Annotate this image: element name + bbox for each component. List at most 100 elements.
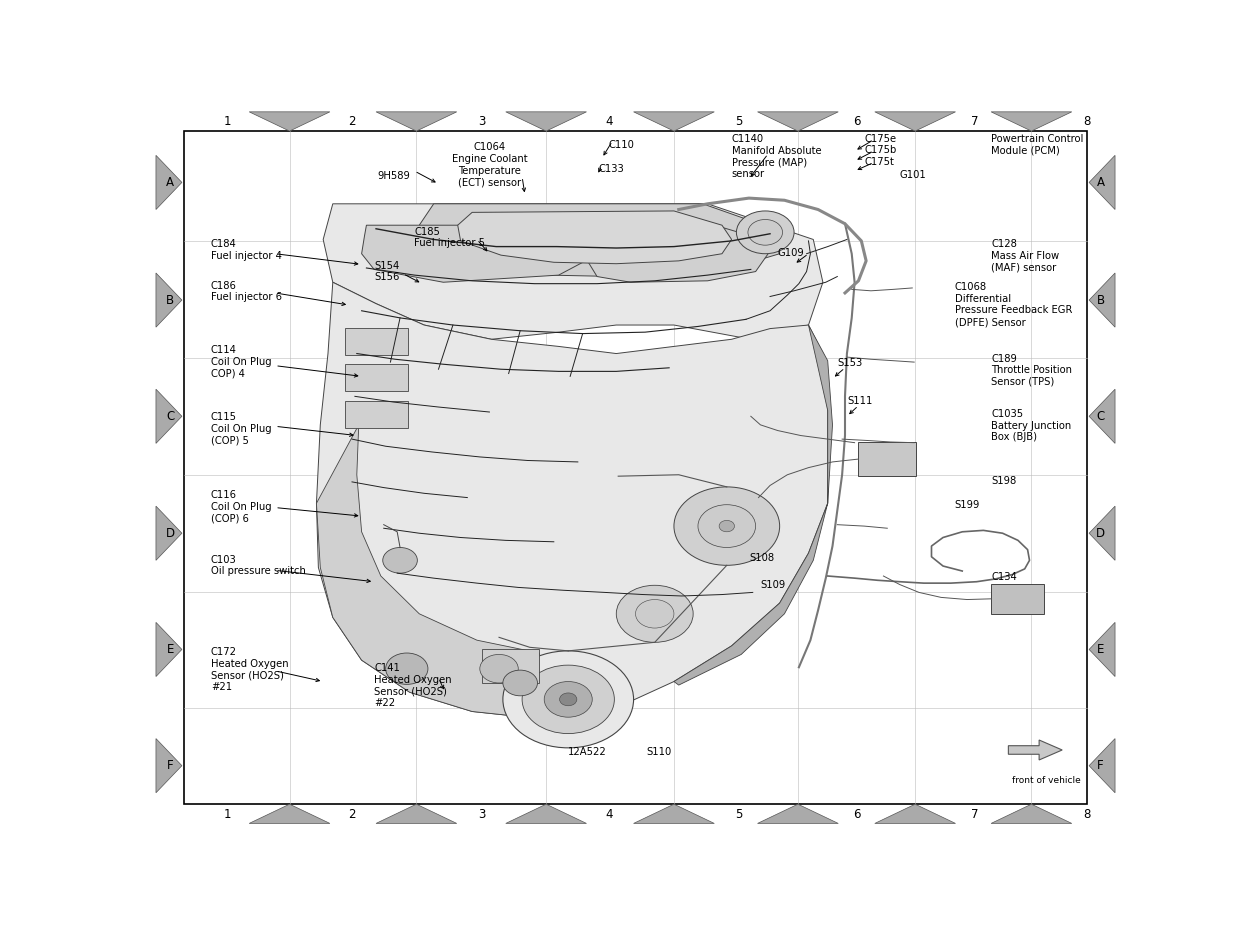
Circle shape	[480, 655, 518, 683]
Text: C1064
Engine Coolant
Temperature
(ECT) sensor: C1064 Engine Coolant Temperature (ECT) s…	[451, 143, 527, 187]
Text: C1068
Differential
Pressure Feedback EGR
(DPFE) Sensor: C1068 Differential Pressure Feedback EGR…	[955, 282, 1071, 327]
Bar	[481, 649, 539, 683]
Polygon shape	[419, 204, 780, 277]
Text: 9H589: 9H589	[377, 171, 409, 181]
Bar	[345, 401, 408, 429]
Polygon shape	[1089, 739, 1115, 793]
Circle shape	[616, 585, 693, 643]
Circle shape	[719, 520, 734, 532]
Polygon shape	[458, 211, 732, 264]
Polygon shape	[249, 112, 330, 131]
Bar	[858, 442, 916, 476]
Polygon shape	[156, 622, 182, 677]
Text: C: C	[166, 410, 175, 423]
Text: B: B	[1096, 294, 1105, 307]
Text: S154
S156: S154 S156	[374, 261, 399, 282]
Text: S109: S109	[760, 581, 786, 590]
Bar	[345, 364, 408, 391]
Text: C186
Fuel injector 6: C186 Fuel injector 6	[211, 281, 281, 303]
Text: A: A	[1096, 176, 1105, 189]
Polygon shape	[991, 112, 1071, 131]
Text: D: D	[166, 527, 175, 540]
Polygon shape	[376, 112, 456, 131]
Text: S111: S111	[847, 396, 872, 407]
Text: C133: C133	[599, 164, 625, 174]
Text: S108: S108	[749, 553, 774, 563]
Text: 3: 3	[479, 116, 485, 129]
Polygon shape	[1089, 622, 1115, 677]
Circle shape	[386, 653, 428, 684]
Text: C175t: C175t	[864, 156, 894, 167]
Text: 5: 5	[735, 116, 743, 129]
Text: 5: 5	[735, 807, 743, 820]
Polygon shape	[506, 112, 587, 131]
Polygon shape	[316, 282, 828, 719]
Polygon shape	[506, 804, 587, 823]
Text: 6: 6	[853, 807, 861, 820]
Polygon shape	[324, 204, 823, 339]
Text: C103
Oil pressure switch: C103 Oil pressure switch	[211, 555, 305, 576]
Text: 6: 6	[853, 116, 861, 129]
Text: E: E	[1097, 643, 1105, 656]
Polygon shape	[675, 325, 832, 685]
Polygon shape	[1008, 740, 1063, 760]
Polygon shape	[758, 112, 838, 131]
Text: G101: G101	[900, 169, 926, 180]
Polygon shape	[362, 225, 585, 282]
Circle shape	[544, 682, 593, 717]
Circle shape	[748, 219, 782, 245]
Text: C185
Fuel injector 5: C185 Fuel injector 5	[414, 227, 486, 248]
Text: C141
Heated Oxygen
Sensor (HO2S)
#22: C141 Heated Oxygen Sensor (HO2S) #22	[374, 663, 451, 707]
Text: 4: 4	[606, 807, 614, 820]
Circle shape	[522, 665, 614, 733]
Circle shape	[503, 670, 537, 695]
Text: A: A	[166, 176, 175, 189]
Polygon shape	[156, 273, 182, 327]
Text: 8: 8	[1084, 116, 1091, 129]
Text: E: E	[166, 643, 174, 656]
Polygon shape	[874, 804, 956, 823]
Polygon shape	[634, 804, 714, 823]
Text: 7: 7	[971, 807, 978, 820]
Polygon shape	[156, 156, 182, 209]
Text: 4: 4	[606, 116, 614, 129]
Circle shape	[737, 211, 794, 254]
Text: C175e: C175e	[864, 134, 897, 144]
Text: C: C	[1096, 410, 1105, 423]
Text: Powertrain Control
Module (PCM): Powertrain Control Module (PCM)	[991, 134, 1084, 156]
Polygon shape	[316, 425, 539, 719]
Polygon shape	[1089, 507, 1115, 560]
Polygon shape	[1089, 156, 1115, 209]
Polygon shape	[588, 221, 768, 282]
Text: C128
Mass Air Flow
(MAF) sensor: C128 Mass Air Flow (MAF) sensor	[991, 240, 1059, 272]
Text: C110: C110	[609, 140, 635, 150]
Circle shape	[698, 505, 755, 547]
Text: C184
Fuel injector 4: C184 Fuel injector 4	[211, 240, 281, 261]
Polygon shape	[874, 112, 956, 131]
Text: C1140
Manifold Absolute
Pressure (MAP)
sensor: C1140 Manifold Absolute Pressure (MAP) s…	[732, 134, 821, 179]
Text: 8: 8	[1084, 807, 1091, 820]
Text: 3: 3	[479, 807, 485, 820]
Text: 2: 2	[348, 807, 356, 820]
Bar	[991, 584, 1044, 614]
Circle shape	[383, 547, 418, 573]
Polygon shape	[156, 389, 182, 444]
Text: B: B	[166, 294, 175, 307]
Text: C172
Heated Oxygen
Sensor (HO2S)
#21: C172 Heated Oxygen Sensor (HO2S) #21	[211, 647, 289, 692]
Text: C1035
Battery Junction
Box (BJB): C1035 Battery Junction Box (BJB)	[991, 409, 1071, 443]
Bar	[345, 328, 408, 355]
Text: 7: 7	[971, 116, 978, 129]
Text: C114
Coil On Plug
COP) 4: C114 Coil On Plug COP) 4	[211, 345, 272, 378]
Polygon shape	[1089, 389, 1115, 444]
Text: 1: 1	[223, 116, 231, 129]
Text: S199: S199	[955, 500, 980, 510]
Text: D: D	[1096, 527, 1105, 540]
Text: F: F	[167, 759, 174, 772]
Text: 12A522: 12A522	[568, 747, 606, 757]
Circle shape	[675, 487, 780, 565]
Text: C189
Throttle Position
Sensor (TPS): C189 Throttle Position Sensor (TPS)	[991, 354, 1073, 387]
Polygon shape	[634, 112, 714, 131]
Text: F: F	[1097, 759, 1104, 772]
Text: G109: G109	[777, 248, 805, 258]
Polygon shape	[758, 804, 838, 823]
